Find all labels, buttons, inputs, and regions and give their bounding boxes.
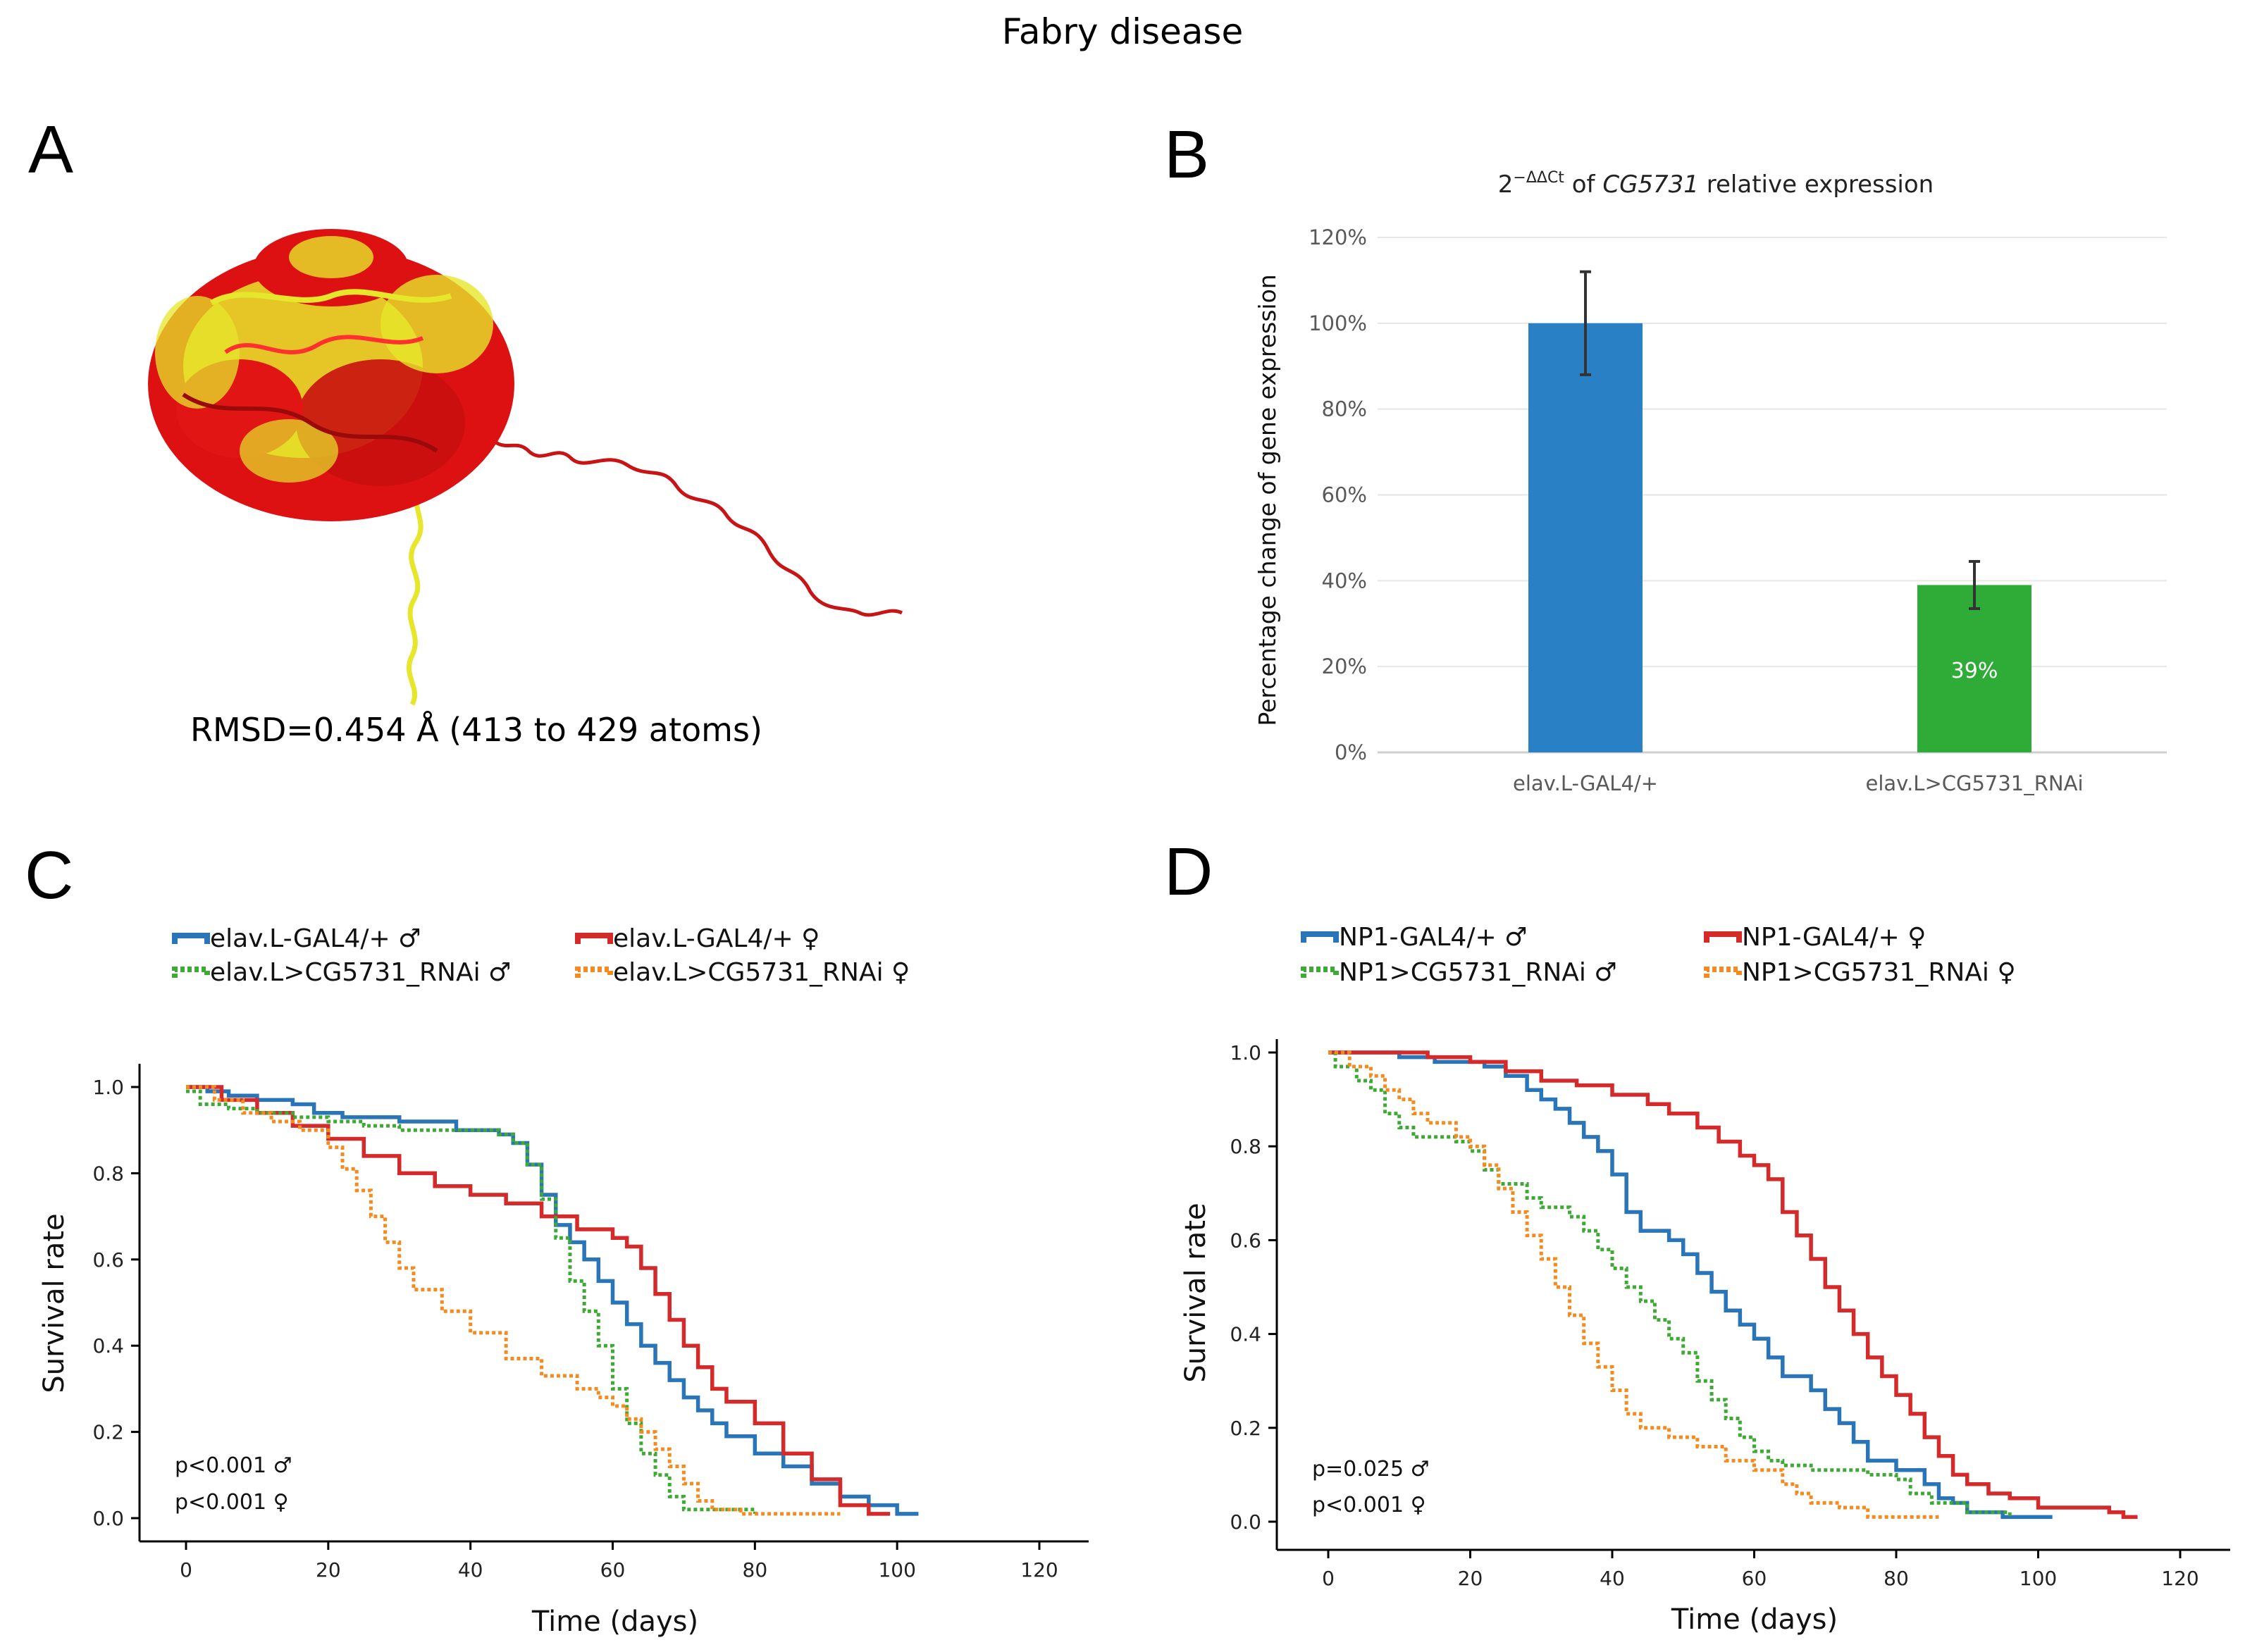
bar-y-axis-label: Percentage change of gene expression bbox=[1254, 274, 1281, 726]
y-tick-label: 80% bbox=[1322, 397, 1367, 421]
legend-symbol bbox=[1301, 967, 1339, 978]
y-tick-label: 20% bbox=[1322, 654, 1367, 678]
protein-structure-illustration bbox=[148, 229, 903, 706]
y-tick-label: 40% bbox=[1322, 569, 1367, 592]
x-tick-label: elav.L-GAL4/+ bbox=[1513, 771, 1658, 795]
survival-curve bbox=[186, 1085, 891, 1516]
y-tick-label: 0.2 bbox=[1230, 1417, 1261, 1440]
bar-title-middle: of bbox=[1564, 170, 1602, 199]
y-tick-label: 0.0 bbox=[1230, 1510, 1261, 1534]
legend-label: NP1>CG5731_RNAi ♀ bbox=[1742, 958, 2016, 987]
legend-label: elav.L>CG5731_RNAi ♂ bbox=[210, 958, 511, 987]
legend-symbol bbox=[575, 933, 613, 944]
y-tick-label: 0.6 bbox=[92, 1248, 124, 1272]
y-tick-label: 0.2 bbox=[92, 1421, 124, 1444]
panel-letter-d: D bbox=[1164, 834, 1213, 909]
panel-letter-c: C bbox=[25, 838, 73, 913]
x-tick-label: 0 bbox=[1322, 1567, 1335, 1590]
x-tick-label: 120 bbox=[1020, 1558, 1058, 1582]
x-axis-label-c: Time (days) bbox=[531, 1606, 698, 1638]
legend-label: NP1-GAL4/+ ♀ bbox=[1742, 923, 1926, 952]
x-tick-label: 80 bbox=[1884, 1567, 1909, 1590]
legend-symbol bbox=[1301, 931, 1339, 943]
y-tick-label: 0.4 bbox=[92, 1334, 124, 1358]
pvalue-female-c: p<0.001 ♀ bbox=[175, 1490, 289, 1515]
bar bbox=[1917, 585, 2031, 752]
legend-label: elav.L-GAL4/+ ♀ bbox=[613, 924, 820, 953]
legend-symbol bbox=[1704, 967, 1742, 978]
x-tick-label: elav.L>CG5731_RNAi bbox=[1865, 771, 2083, 795]
y-tick-label: 0.8 bbox=[92, 1162, 124, 1185]
bar-title-suffix: relative expression bbox=[1699, 170, 1934, 199]
x-tick-label: 20 bbox=[316, 1558, 341, 1582]
y-tick-label: 0% bbox=[1335, 740, 1367, 764]
x-tick-label: 0 bbox=[180, 1558, 192, 1582]
legend-symbol bbox=[575, 967, 613, 978]
legend-label: NP1>CG5731_RNAi ♂ bbox=[1339, 958, 1617, 987]
bar-title-prefix: 2 bbox=[1498, 170, 1514, 199]
y-tick-label: 0.4 bbox=[1230, 1323, 1261, 1346]
x-tick-label: 120 bbox=[2161, 1567, 2198, 1590]
y-tick-label: 60% bbox=[1322, 483, 1367, 507]
pvalue-female-d: p<0.001 ♀ bbox=[1312, 1493, 1426, 1517]
bar-title-gene: CG5731 bbox=[1602, 170, 1699, 199]
survival-curve bbox=[186, 1085, 841, 1516]
panel-letter-a: A bbox=[28, 112, 73, 187]
survival-curve bbox=[186, 1085, 919, 1516]
y-axis-label-c: Survival rate bbox=[38, 1213, 70, 1393]
legend-label: elav.L-GAL4/+ ♂ bbox=[210, 924, 421, 953]
legend-symbol bbox=[1704, 931, 1742, 943]
pvalue-male-c: p<0.001 ♂ bbox=[175, 1453, 292, 1478]
survival-chart-d: NP1-GAL4/+ ♂ NP1-GAL4/+ ♀ NP1>CG5731_RNAi … bbox=[1180, 923, 2230, 1636]
y-tick-label: 0.6 bbox=[1230, 1229, 1261, 1252]
yellow-tail bbox=[406, 485, 423, 706]
bar bbox=[1528, 323, 1643, 752]
x-tick-label: 40 bbox=[458, 1558, 483, 1582]
figure-title: Fabry disease bbox=[1002, 11, 1243, 52]
y-tick-label: 120% bbox=[1309, 225, 1367, 249]
y-tick-label: 0.8 bbox=[1230, 1135, 1261, 1158]
x-tick-label: 100 bbox=[2020, 1567, 2057, 1590]
survival-curve bbox=[1328, 1050, 2012, 1517]
survival-curve bbox=[1328, 1050, 1939, 1519]
panel-letter-b: B bbox=[1164, 117, 1209, 192]
x-tick-label: 100 bbox=[878, 1558, 915, 1582]
bar-title-superscript: −ΔΔCt bbox=[1513, 169, 1564, 187]
red-tail bbox=[484, 428, 903, 617]
legend-symbol bbox=[172, 933, 210, 944]
survival-curve bbox=[1328, 1050, 2138, 1520]
legend-symbol bbox=[172, 967, 210, 978]
y-tick-label: 0.0 bbox=[92, 1507, 124, 1530]
legend-label: NP1-GAL4/+ ♂ bbox=[1339, 923, 1527, 952]
x-tick-label: 80 bbox=[743, 1558, 768, 1582]
survival-chart-c: elav.L-GAL4/+ ♂ elav.L-GAL4/+ ♀ elav.L>CG5… bbox=[38, 924, 1089, 1638]
y-axis-label-d: Survival rate bbox=[1180, 1203, 1212, 1382]
x-tick-label: 60 bbox=[600, 1558, 626, 1582]
y-tick-label: 1.0 bbox=[1230, 1041, 1261, 1064]
pvalue-male-d: p=0.025 ♂ bbox=[1312, 1457, 1430, 1482]
x-tick-label: 40 bbox=[1600, 1567, 1625, 1590]
rmsd-label: RMSD=0.454 Å (413 to 429 atoms) bbox=[190, 711, 762, 749]
survival-curve bbox=[1328, 1050, 2053, 1520]
legend-label: elav.L>CG5731_RNAi ♀ bbox=[613, 958, 910, 987]
x-tick-label: 20 bbox=[1458, 1567, 1483, 1590]
x-tick-label: 60 bbox=[1742, 1567, 1767, 1590]
x-axis-label-d: Time (days) bbox=[1671, 1603, 1838, 1636]
bar-data-label: 39% bbox=[1951, 659, 1998, 683]
bar-chart-b: 2−ΔΔCt of CG5731 relative expression 0% 2… bbox=[1254, 169, 2167, 795]
bar-chart-title: 2−ΔΔCt of CG5731 relative expression bbox=[1498, 169, 1934, 199]
survival-curve bbox=[186, 1089, 757, 1514]
y-tick-label: 1.0 bbox=[92, 1076, 124, 1099]
y-tick-label: 100% bbox=[1309, 311, 1367, 335]
